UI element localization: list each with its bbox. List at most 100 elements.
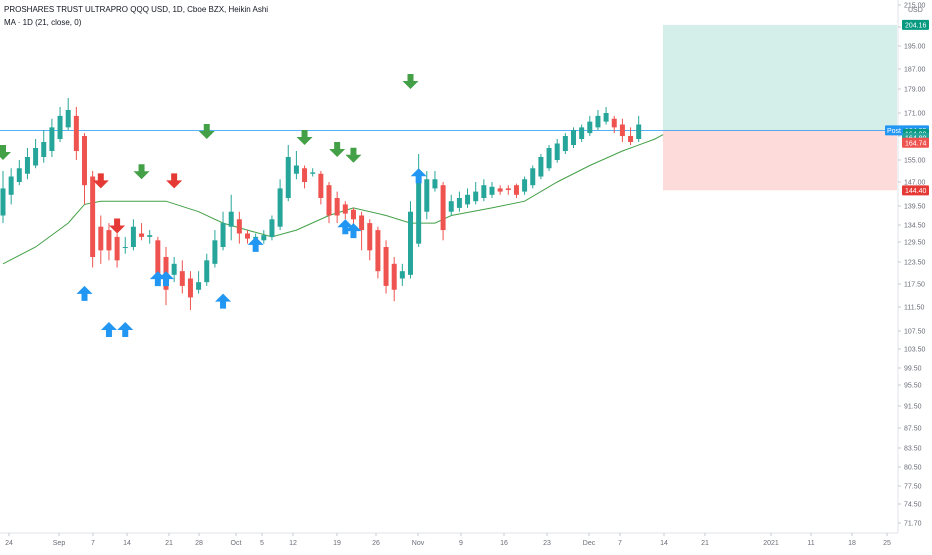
candle [122,247,128,248]
x-tick-label: Dec [583,540,596,547]
sell-arrow-icon [296,130,313,145]
candle [196,282,202,290]
candle [139,233,145,237]
candle [440,185,446,231]
y-tick-label: 80.50 [904,465,922,472]
price-tag [902,137,929,148]
stop-price-tag [902,185,929,196]
x-tick-label: Nov [412,540,425,547]
candle [179,271,185,286]
candle [611,118,617,128]
candle [228,211,234,227]
x-tick-label: 25 [883,540,891,547]
candle [204,260,210,283]
sell-arrow-icon [166,173,183,189]
candle [130,226,136,247]
candle [41,142,47,157]
y-tick-label: 95.50 [904,383,922,390]
candle [383,247,389,286]
buy-arrow-icon [410,168,427,184]
candle [489,186,495,195]
sell-arrow-icon [0,145,11,160]
x-tick-label: 7 [618,540,622,547]
target-price-tag [902,19,929,30]
candle [587,121,593,134]
y-tick-label: 71.70 [904,521,922,528]
candle [334,198,340,216]
candle [513,185,519,195]
buy-arrow-icon [345,223,362,239]
x-tick-label: 5 [260,540,264,547]
candle [367,223,373,251]
candle [302,168,308,182]
y-tick-label: 139.50 [904,204,926,211]
sell-arrow-icon [92,173,109,189]
y-tick-label: 129.50 [904,240,926,247]
candle [277,188,283,227]
sell-arrow-icon [329,142,346,157]
y-tick-label: 83.50 [904,446,922,453]
x-tick-label: 28 [195,540,203,547]
candle [350,209,356,220]
candle [481,185,487,198]
candle [628,136,634,142]
candle [269,219,275,237]
y-tick-label: 195.00 [904,44,926,51]
stop-price-tag-text: 144.40 [905,188,927,195]
candle [530,168,536,186]
y-tick-label: 123.50 [904,260,926,267]
candle [619,124,625,136]
x-tick-label: 26 [372,540,380,547]
candle [8,176,14,195]
sell-arrow-icon [198,124,215,139]
candle [448,201,454,212]
price-tag-text: 164.74 [905,140,927,147]
candle [82,136,87,186]
candle [473,191,479,202]
candle [579,127,585,139]
currency-label: USD [908,7,923,14]
candle [391,263,397,290]
candle [147,235,153,237]
candle [603,113,609,122]
candle [187,278,193,298]
candle [33,148,39,166]
candle [236,219,242,234]
candle [90,176,96,257]
x-tick-label: 21 [165,540,173,547]
buy-arrow-icon [158,271,174,287]
candle [399,271,405,279]
y-tick-label: 99.50 [904,366,922,373]
x-tick-label: Oct [231,540,242,547]
y-tick-label: 215.00 [904,3,926,10]
candle [16,168,22,182]
buy-arrow-icon [149,271,166,287]
y-tick-label: 111.50 [904,305,924,312]
x-tick-label: 16 [500,540,508,547]
y-tick-label: 77.50 [904,484,922,491]
x-tick-label: 23 [543,540,551,547]
x-tick-label: 7 [91,540,95,547]
sell-arrow-icon [109,218,126,234]
candle [456,198,462,208]
y-tick-label: 147.00 [904,180,926,187]
candle [562,136,568,151]
y-tick-label: 74.50 [904,502,922,509]
post-label-box [885,125,903,136]
candle [636,124,642,139]
y-tick-label: 179.00 [904,87,926,94]
sell-arrow-icon [402,74,419,89]
candle [57,115,63,139]
candle [49,127,55,151]
candle [318,173,324,198]
candle [538,157,544,177]
moving-average-line [2,134,664,265]
sell-arrow-icon [345,147,362,163]
x-tick-label: 2021 [763,540,779,547]
candle [98,226,104,251]
x-tick-label: 9 [459,540,463,547]
candle [465,194,471,205]
candle [432,179,438,189]
